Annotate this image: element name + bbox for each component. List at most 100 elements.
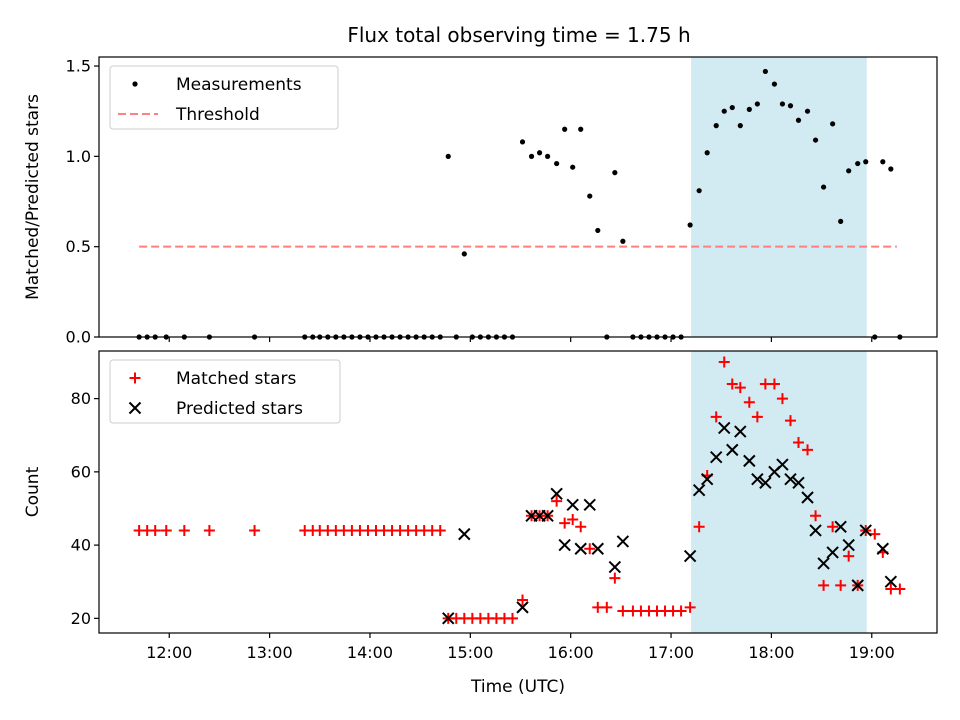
top-series-0-point-39 bbox=[562, 126, 568, 132]
top-legend: Measurements Threshold bbox=[109, 65, 339, 130]
bot-series-0-point-73 bbox=[843, 550, 855, 562]
x-tick-label-2: 14:00 bbox=[347, 643, 393, 662]
top-series-0-point-62 bbox=[754, 101, 760, 107]
bot-series-0-point-72 bbox=[835, 579, 847, 591]
bot-series-0-point-67 bbox=[793, 437, 805, 449]
bottom-y-axis-label: Count bbox=[23, 466, 43, 517]
bot-y-tick-label-0: 20 bbox=[71, 609, 91, 628]
bot-series-0-point-42 bbox=[584, 543, 596, 555]
top-series-0-point-65 bbox=[779, 101, 786, 107]
bot-series-1-point-0 bbox=[442, 612, 455, 625]
top-series-0-point-69 bbox=[812, 137, 819, 143]
top-series-0-point-25 bbox=[445, 153, 451, 159]
top-series-0-point-54 bbox=[687, 222, 693, 228]
x-tick-label-7: 19:00 bbox=[849, 643, 895, 662]
bot-series-1-point-14 bbox=[683, 549, 697, 563]
bot-series-1-point-20 bbox=[734, 425, 747, 438]
x-tick-label-4: 16:00 bbox=[548, 643, 594, 662]
bot-series-0-point-59 bbox=[726, 378, 738, 390]
bot-series-1-point-29 bbox=[809, 524, 822, 537]
top-legend-marker-0 bbox=[132, 81, 138, 87]
top-legend-box bbox=[109, 65, 339, 130]
chart-title: Flux total observing time = 1.75 h bbox=[347, 23, 690, 47]
bottom-axes-frame bbox=[98, 350, 938, 634]
bot-series-1-point-1 bbox=[458, 527, 471, 541]
bot-series-1-point-37 bbox=[884, 575, 898, 588]
bot-series-1-point-35 bbox=[859, 524, 872, 537]
bot-series-1-point-13 bbox=[616, 535, 630, 548]
top-series-0-point-38 bbox=[554, 160, 560, 167]
top-ticks: 0.0 0.5 1.0 1.5 bbox=[66, 57, 873, 347]
bot-series-1-point-22 bbox=[751, 472, 764, 486]
bot-series-0-point-69 bbox=[810, 510, 822, 522]
bot-series-0-point-65 bbox=[776, 393, 788, 405]
bot-series-0-point-5 bbox=[203, 524, 215, 536]
top-series-0-point-56 bbox=[704, 150, 710, 156]
bot-series-0-point-46 bbox=[617, 605, 629, 617]
top-series-0-point-63 bbox=[762, 68, 768, 75]
bot-series-0-point-70 bbox=[818, 579, 830, 591]
top-series-0-point-36 bbox=[536, 150, 543, 156]
bot-legend-label-1: Predicted stars bbox=[176, 399, 303, 419]
top-series-0-point-68 bbox=[804, 108, 811, 114]
bot-series-1-point-10 bbox=[583, 498, 596, 512]
bottom-ticks: 20 40 60 80 12:00 13:00 14:00 15:00 16:00 17:00 18… bbox=[71, 389, 895, 662]
bot-series-0-point-76 bbox=[869, 528, 881, 540]
x-tick-label-3: 15:00 bbox=[447, 643, 493, 662]
bot-series-0-point-64 bbox=[768, 378, 780, 390]
top-series-0-point-42 bbox=[587, 193, 593, 199]
top-series-0-point-61 bbox=[746, 106, 752, 112]
bot-series-0-point-54 bbox=[684, 601, 696, 613]
top-series-0-point-43 bbox=[595, 227, 601, 234]
bot-series-1-point-27 bbox=[792, 476, 805, 490]
bot-series-1-point-26 bbox=[784, 472, 797, 486]
top-series-0-point-37 bbox=[545, 153, 551, 159]
bot-series-0-point-61 bbox=[743, 396, 755, 408]
bot-series-1-point-23 bbox=[759, 476, 772, 490]
bot-series-0-point-55 bbox=[693, 521, 705, 533]
bot-series-1-point-34 bbox=[851, 579, 864, 592]
x-tick-label-0: 12:00 bbox=[146, 643, 192, 662]
bot-series-1-point-6 bbox=[550, 487, 563, 501]
bottom-panel: 20 40 60 80 12:00 13:00 14:00 15:00 16:00 17:00 18… bbox=[23, 350, 938, 697]
top-series-0-point-73 bbox=[846, 168, 852, 174]
top-series-0-point-34 bbox=[519, 139, 526, 145]
top-axes-frame bbox=[98, 56, 938, 338]
bot-series-0-point-79 bbox=[894, 583, 906, 595]
top-series-0-point-70 bbox=[820, 184, 827, 190]
top-y-tick-label-0: 0.0 bbox=[66, 328, 91, 347]
bot-series-1-point-2 bbox=[516, 601, 529, 614]
bot-series-1-point-17 bbox=[710, 451, 723, 464]
bot-series-1-point-31 bbox=[826, 546, 839, 559]
bottom-marks bbox=[133, 356, 906, 625]
top-series-0-point-60 bbox=[737, 123, 743, 129]
bot-series-1-point-28 bbox=[801, 491, 814, 504]
top-series-0-point-58 bbox=[721, 108, 727, 114]
bot-series-1-point-30 bbox=[817, 557, 830, 570]
x-tick-label-1: 13:00 bbox=[247, 643, 293, 662]
top-series-0-point-41 bbox=[578, 126, 584, 132]
top-legend-label-0: Measurements bbox=[176, 75, 302, 95]
top-series-0-point-40 bbox=[570, 164, 576, 170]
top-legend-label-1: Threshold bbox=[175, 105, 260, 125]
top-y-tick-label-2: 1.0 bbox=[66, 147, 91, 166]
top-series-0-point-46 bbox=[620, 238, 626, 244]
bot-y-tick-label-3: 80 bbox=[71, 389, 91, 408]
bot-series-1-point-21 bbox=[743, 454, 756, 468]
bot-y-tick-label-1: 40 bbox=[71, 536, 91, 555]
bot-series-0-point-53 bbox=[675, 605, 687, 617]
x-tick-label-5: 17:00 bbox=[648, 643, 694, 662]
bot-series-1-point-16 bbox=[700, 472, 714, 486]
top-series-0-point-55 bbox=[696, 188, 702, 194]
top-series-0-point-72 bbox=[838, 218, 844, 224]
top-series-0-point-78 bbox=[888, 166, 894, 172]
bot-series-0-point-58 bbox=[718, 356, 730, 368]
bot-series-1-point-36 bbox=[876, 542, 890, 555]
bot-series-0-point-6 bbox=[249, 524, 261, 536]
bot-series-0-point-24 bbox=[434, 524, 446, 536]
top-series-0-point-27 bbox=[461, 251, 467, 257]
x-tick-label-6: 18:00 bbox=[748, 643, 794, 662]
bottom-legend: Matched stars Predicted stars bbox=[109, 359, 341, 424]
bot-series-1-point-12 bbox=[608, 560, 622, 574]
